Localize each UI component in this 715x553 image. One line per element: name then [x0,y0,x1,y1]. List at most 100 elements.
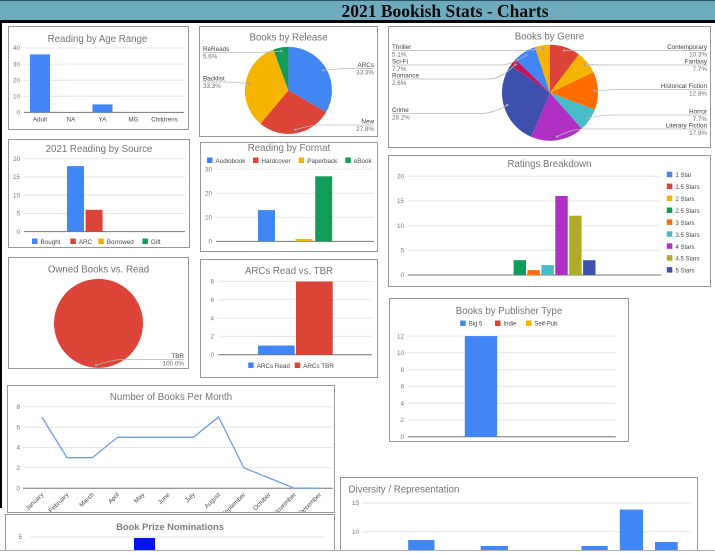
svg-text:Sci-Fi: Sci-Fi [392,59,408,66]
svg-text:4.5 Stars: 4.5 Stars [676,257,700,263]
svg-text:10: 10 [13,192,21,199]
svg-text:4 Stars: 4 Stars [676,245,695,251]
svg-text:Backlist: Backlist [203,76,225,83]
svg-text:10: 10 [397,350,405,357]
svg-text:eBook: eBook [354,158,373,165]
svg-text:0: 0 [16,229,20,236]
svg-text:Borrowed: Borrowed [107,239,134,246]
svg-text:Big 5: Big 5 [469,322,483,328]
svg-text:0: 0 [16,110,20,117]
svg-text:10: 10 [397,223,405,230]
svg-text:Literary Fiction: Literary Fiction [666,123,708,130]
svg-text:Hardcover: Hardcover [262,158,291,165]
svg-text:2: 2 [210,334,214,341]
svg-text:7.7%: 7.7% [392,66,407,73]
svg-text:Audiobook: Audiobook [216,158,247,165]
svg-text:Bought: Bought [41,239,61,246]
svg-text:0: 0 [16,485,20,492]
svg-text:0: 0 [208,239,212,246]
svg-text:Paperback: Paperback [307,158,338,165]
svg-text:33.3%: 33.3% [203,83,221,90]
svg-text:Owned Books vs. Read: Owned Books vs. Read [48,264,149,275]
svg-text:8: 8 [210,279,214,286]
svg-text:8: 8 [16,404,20,411]
svg-text:2.5 Stars: 2.5 Stars [676,209,700,215]
svg-text:Adult: Adult [33,117,48,124]
svg-text:0: 0 [400,434,404,441]
svg-text:12: 12 [397,333,405,340]
svg-text:20: 20 [397,173,405,180]
svg-text:5: 5 [16,211,20,218]
svg-text:August: August [203,491,222,510]
svg-text:2.6%: 2.6% [392,80,407,87]
svg-text:15: 15 [397,198,405,205]
svg-text:10.3%: 10.3% [689,52,707,59]
svg-text:27.8%: 27.8% [356,126,374,133]
svg-text:Romance: Romance [392,73,419,80]
svg-text:New: New [361,119,374,126]
svg-text:Books by Release: Books by Release [249,32,327,43]
svg-text:November: November [272,491,297,513]
svg-text:10: 10 [205,215,213,222]
svg-text:30: 30 [205,166,213,173]
svg-text:6: 6 [16,424,20,431]
svg-text:100.0%: 100.0% [163,361,185,368]
svg-text:April: April [107,491,121,505]
svg-text:5: 5 [400,248,404,255]
svg-text:Childrens: Childrens [151,117,178,124]
svg-text:10: 10 [352,529,360,536]
svg-text:March: March [78,491,96,509]
svg-text:Diversity / Representation: Diversity / Representation [349,484,460,495]
svg-text:Contemporary: Contemporary [667,44,708,51]
svg-text:0: 0 [400,272,404,279]
svg-text:Ratings Breakdown: Ratings Breakdown [507,159,591,170]
svg-text:Historical Fiction: Historical Fiction [661,83,708,90]
svg-text:May: May [133,491,147,505]
svg-text:10: 10 [13,94,21,101]
svg-text:Books by Publisher Type: Books by Publisher Type [456,306,562,317]
svg-text:Books by Genre: Books by Genre [515,32,584,43]
svg-text:YA: YA [99,117,108,124]
svg-text:Thriller: Thriller [392,44,411,51]
svg-text:2021 Reading by Source: 2021 Reading by Source [46,144,153,155]
svg-text:6: 6 [210,297,214,304]
svg-text:ARCs: ARCs [358,62,374,69]
svg-text:Fantasy: Fantasy [685,59,708,66]
svg-text:Horror: Horror [689,109,707,116]
svg-text:Crime: Crime [392,107,409,114]
svg-text:5 Stars: 5 Stars [676,269,695,275]
svg-text:15: 15 [13,174,21,181]
svg-text:0: 0 [210,352,214,359]
svg-text:5: 5 [18,534,22,541]
svg-text:Gift: Gift [151,239,161,246]
svg-text:December: December [298,491,323,513]
svg-text:ReReads: ReReads [203,46,229,53]
svg-text:30: 30 [13,61,21,68]
svg-text:TBR: TBR [171,353,184,360]
svg-text:1.5 Stars: 1.5 Stars [676,185,700,191]
svg-text:6: 6 [400,384,404,391]
svg-text:Self-Pub: Self-Pub [535,322,559,328]
svg-text:20: 20 [205,190,213,197]
svg-text:7.7%: 7.7% [693,116,708,123]
svg-text:Indie: Indie [504,322,518,328]
svg-text:33.3%: 33.3% [356,70,374,77]
svg-text:September: September [220,491,247,513]
svg-text:40: 40 [13,45,21,52]
svg-text:7.7%: 7.7% [693,66,708,73]
svg-text:June: June [157,491,172,506]
svg-text:8: 8 [400,367,404,374]
svg-text:15: 15 [352,500,360,507]
svg-text:Number of Books Per Month: Number of Books Per Month [110,392,232,403]
svg-text:ARCs TBR: ARCs TBR [303,363,334,370]
svg-text:4: 4 [210,315,214,322]
svg-text:2: 2 [400,417,404,424]
svg-text:MG: MG [128,117,138,124]
svg-text:Reading by Age Range: Reading by Age Range [48,34,148,45]
svg-text:Book Prize Nominations: Book Prize Nominations [116,521,224,532]
svg-text:Reading by Format: Reading by Format [248,143,331,154]
svg-text:20: 20 [13,156,21,163]
svg-text:January: January [24,491,45,512]
svg-text:ARC: ARC [79,239,93,246]
svg-text:NA: NA [67,117,77,124]
